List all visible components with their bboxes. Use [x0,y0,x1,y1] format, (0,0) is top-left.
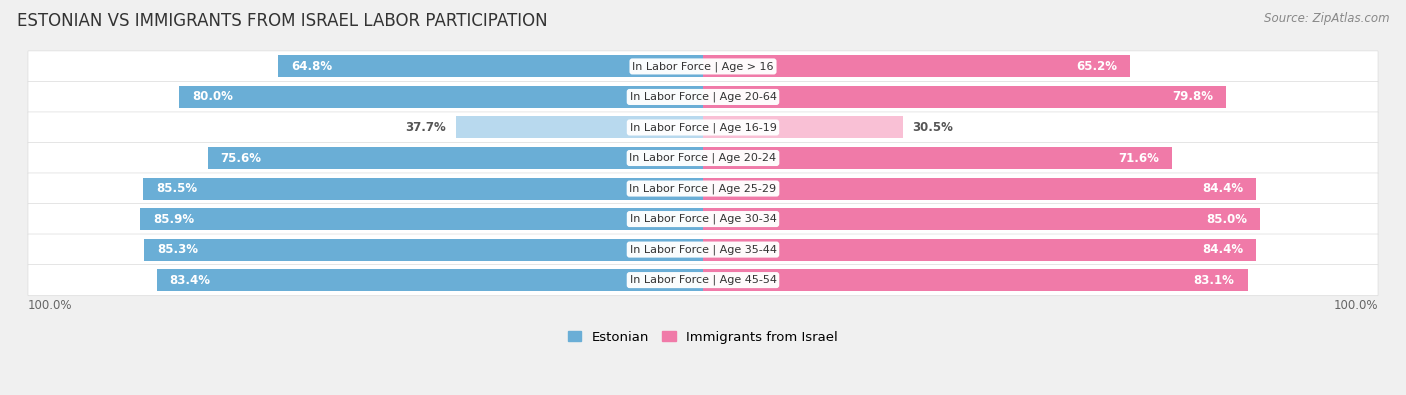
Bar [703,55,1130,77]
Text: 85.9%: 85.9% [153,213,194,226]
FancyBboxPatch shape [28,234,1378,265]
Bar [143,239,703,261]
Text: In Labor Force | Age 45-54: In Labor Force | Age 45-54 [630,275,776,285]
Text: 100.0%: 100.0% [28,299,73,312]
Text: 79.8%: 79.8% [1171,90,1213,103]
Text: 71.6%: 71.6% [1118,152,1159,164]
Text: In Labor Force | Age 16-19: In Labor Force | Age 16-19 [630,122,776,133]
Text: ESTONIAN VS IMMIGRANTS FROM ISRAEL LABOR PARTICIPATION: ESTONIAN VS IMMIGRANTS FROM ISRAEL LABOR… [17,12,547,30]
Text: In Labor Force | Age 30-34: In Labor Force | Age 30-34 [630,214,776,224]
Bar [156,269,703,291]
FancyBboxPatch shape [28,173,1378,204]
Bar [703,177,1256,199]
Text: 85.5%: 85.5% [156,182,197,195]
FancyBboxPatch shape [28,143,1378,173]
FancyBboxPatch shape [28,81,1378,113]
Bar [703,86,1226,108]
Bar [703,117,903,139]
Text: 83.1%: 83.1% [1194,274,1234,287]
FancyBboxPatch shape [28,265,1378,296]
Text: 85.0%: 85.0% [1206,213,1247,226]
FancyBboxPatch shape [28,51,1378,82]
Text: In Labor Force | Age > 16: In Labor Force | Age > 16 [633,61,773,71]
Text: In Labor Force | Age 35-44: In Labor Force | Age 35-44 [630,245,776,255]
Text: 85.3%: 85.3% [157,243,198,256]
Bar [703,208,1260,230]
Text: In Labor Force | Age 20-64: In Labor Force | Age 20-64 [630,92,776,102]
Text: 84.4%: 84.4% [1202,243,1243,256]
FancyBboxPatch shape [28,203,1378,235]
FancyBboxPatch shape [28,112,1378,143]
Bar [703,269,1247,291]
Text: In Labor Force | Age 20-24: In Labor Force | Age 20-24 [630,153,776,163]
Text: 75.6%: 75.6% [221,152,262,164]
Text: In Labor Force | Age 25-29: In Labor Force | Age 25-29 [630,183,776,194]
Bar [208,147,703,169]
Text: 84.4%: 84.4% [1202,182,1243,195]
Bar [179,86,703,108]
Text: 37.7%: 37.7% [405,121,446,134]
Text: 30.5%: 30.5% [912,121,953,134]
Bar [703,147,1173,169]
Legend: Estonian, Immigrants from Israel: Estonian, Immigrants from Israel [562,325,844,349]
Text: 100.0%: 100.0% [1333,299,1378,312]
Bar [141,208,703,230]
Bar [143,177,703,199]
Text: 83.4%: 83.4% [170,274,211,287]
Text: 65.2%: 65.2% [1076,60,1118,73]
Bar [278,55,703,77]
Text: Source: ZipAtlas.com: Source: ZipAtlas.com [1264,12,1389,25]
Text: 64.8%: 64.8% [291,60,333,73]
Bar [703,239,1256,261]
Text: 80.0%: 80.0% [191,90,233,103]
Bar [456,117,703,139]
